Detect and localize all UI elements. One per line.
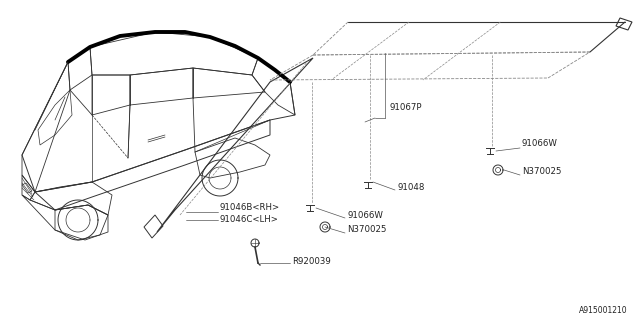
Text: N370025: N370025: [522, 167, 561, 177]
Text: 91046C<LH>: 91046C<LH>: [220, 215, 279, 225]
Text: 91066W: 91066W: [522, 140, 558, 148]
Text: A915001210: A915001210: [579, 306, 628, 315]
Text: 91046B<RH>: 91046B<RH>: [220, 204, 280, 212]
Text: N370025: N370025: [347, 226, 387, 235]
Text: 91048: 91048: [397, 183, 424, 193]
Text: R920039: R920039: [292, 257, 331, 266]
Text: 91067P: 91067P: [390, 103, 422, 112]
Text: 91066W: 91066W: [347, 211, 383, 220]
